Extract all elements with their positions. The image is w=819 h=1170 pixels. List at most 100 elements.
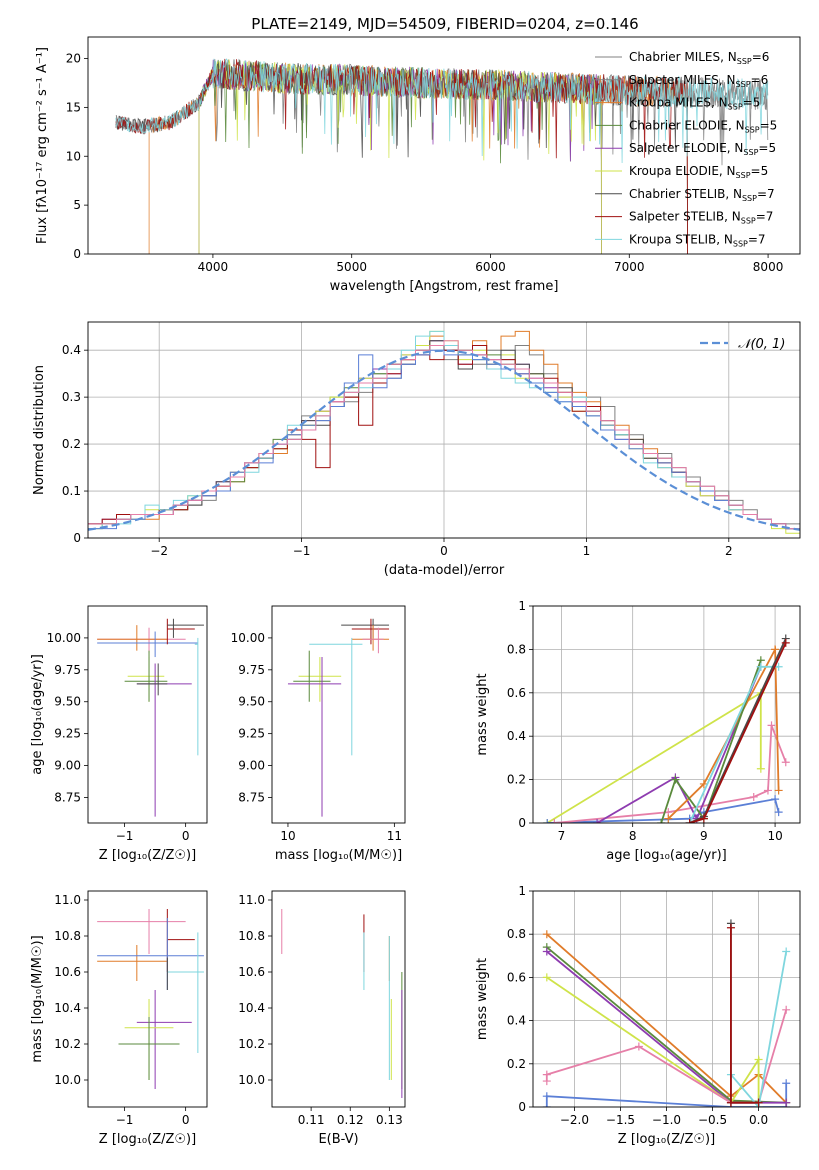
axes-frame xyxy=(271,890,406,1108)
x-tick-label: 11 xyxy=(387,829,402,843)
x-tick-label: 10 xyxy=(767,829,782,843)
x-axis-label: wavelength [Angstrom, rest frame] xyxy=(330,279,559,294)
axes-frame xyxy=(271,605,406,824)
gaussian-curve xyxy=(88,349,800,531)
x-tick-label: 9 xyxy=(700,829,708,843)
y-tick-label: 10.0 xyxy=(54,1073,81,1087)
x-tick-label: 7 xyxy=(558,829,566,843)
weight-line xyxy=(546,691,762,823)
weight-marker xyxy=(763,786,772,795)
y-tick-label: 10.6 xyxy=(54,965,81,979)
weight-marker xyxy=(543,819,552,823)
histogram-group xyxy=(88,330,800,538)
weight-marker xyxy=(726,1098,735,1107)
weight-marker xyxy=(771,645,780,654)
y-axis-label: mass weight xyxy=(475,958,490,1040)
weight-marker xyxy=(754,1055,763,1064)
y-axis-label: mass weight xyxy=(475,673,490,755)
x-axis-label: age [log₁₀(age/yr)] xyxy=(606,848,727,863)
weight-marker xyxy=(542,930,551,939)
x-axis-label: mass [log₁₀(M/M☉)] xyxy=(275,848,402,863)
weight-marker xyxy=(542,1092,551,1101)
y-tick-label: 9.50 xyxy=(238,695,265,709)
y-axis-label: mass [log₁₀(M/M☉)] xyxy=(30,935,45,1062)
x-tick-label: −1.0 xyxy=(652,1113,681,1127)
weight-marker xyxy=(749,792,758,801)
y-tick-label: 9.00 xyxy=(54,759,81,773)
legend-entry: Chabrier ELODIE, NSSP=5 xyxy=(629,118,777,134)
y-tick-label: 0.4 xyxy=(507,729,526,743)
x-tick-label: 0.12 xyxy=(337,1113,364,1127)
weight-line xyxy=(546,933,787,1104)
weight-line xyxy=(667,645,780,820)
x-tick-label: 6000 xyxy=(475,260,506,274)
x-axis-label: (data-model)/error xyxy=(384,563,505,578)
spectrum-series-line xyxy=(115,58,769,164)
weight-marker xyxy=(774,808,783,817)
y-tick-label: 10.8 xyxy=(238,929,265,943)
x-tick-label: 0 xyxy=(182,1113,190,1127)
x-tick-label: 0.13 xyxy=(376,1113,403,1127)
x-axis-label: Z [log₁₀(Z/Z☉)] xyxy=(99,1132,196,1147)
legend-entry: Kroupa STELIB, NSSP=7 xyxy=(629,232,766,248)
weight-marker xyxy=(774,662,783,671)
x-tick-label: 8000 xyxy=(753,260,784,274)
legend-entry: Chabrier STELIB, NSSP=7 xyxy=(629,187,775,203)
axes-frame xyxy=(87,890,208,1108)
y-tick-label: 11.0 xyxy=(54,893,81,907)
x-tick-label: 5000 xyxy=(336,260,367,274)
x-tick-label: 4000 xyxy=(198,260,229,274)
weight-marker xyxy=(782,1098,791,1107)
y-tick-label: 0.8 xyxy=(507,927,526,941)
residuals-panel: −2 −1 0 1 2 0 0.1 0.2 0.3 0.4 (data-model)/error No… xyxy=(32,321,801,578)
x-tick-label: 1 xyxy=(583,544,591,558)
y-tick-label: 10.4 xyxy=(238,1001,265,1015)
y-axis-label: Normed distribution xyxy=(32,365,47,495)
x-tick-label: −1 xyxy=(293,544,311,558)
y-tick-label: 0.4 xyxy=(507,1014,526,1028)
weight-line xyxy=(730,923,759,1104)
y-tick-label: 20 xyxy=(66,52,81,66)
weight-marker xyxy=(593,819,602,823)
y-tick-label: 0.8 xyxy=(507,642,526,656)
weight-marker xyxy=(782,1079,791,1088)
errorbar-group xyxy=(97,909,204,1089)
weight-line xyxy=(554,725,787,823)
y-tick-label: 9.00 xyxy=(238,759,265,773)
weight-lines xyxy=(543,634,790,823)
y-tick-label: 0.2 xyxy=(507,773,526,787)
weight-marker xyxy=(774,786,783,795)
y-tick-label: 0.6 xyxy=(507,686,526,700)
weight-marker xyxy=(726,923,735,932)
weight-marker xyxy=(634,1042,643,1051)
weight-marker xyxy=(685,819,694,823)
figure-title: PLATE=2149, MJD=54509, FIBERID=0204, z=0… xyxy=(251,15,638,33)
x-tick-label: 7000 xyxy=(614,260,645,274)
legend-entry: Kroupa ELODIE, NSSP=5 xyxy=(629,164,768,180)
weight-marker xyxy=(756,764,765,773)
legend-entry: Salpeter STELIB, NSSP=7 xyxy=(629,210,773,226)
weight-line xyxy=(660,659,762,823)
x-tick-label: 0.0 xyxy=(749,1113,768,1127)
y-tick-label: 10 xyxy=(66,149,81,163)
legend-entry: Salpeter ELODIE, NSSP=5 xyxy=(629,141,776,157)
x-tick-label: 0 xyxy=(440,544,448,558)
weight-line xyxy=(730,951,788,1107)
y-tick-label: 1 xyxy=(518,599,526,613)
weight-marker xyxy=(782,1005,791,1014)
y-tick-label: 0.3 xyxy=(62,390,81,404)
y-tick-label: 10.00 xyxy=(47,631,81,645)
weight-line xyxy=(546,976,760,1107)
y-tick-label: 8.75 xyxy=(54,790,81,804)
spectrum-series-line xyxy=(115,58,688,254)
y-tick-label: 9.75 xyxy=(238,663,265,677)
x-tick-label: 0.11 xyxy=(298,1113,325,1127)
age-vs-z-panel: −1 0 8.75 9.00 9.25 9.50 9.75 10.00 Z [log₁₀(Z/Z… xyxy=(30,605,208,863)
y-tick-label: 9.50 xyxy=(54,695,81,709)
x-tick-label: −1 xyxy=(116,829,134,843)
x-axis-label: Z [log₁₀(Z/Z☉)] xyxy=(99,848,196,863)
weight-marker xyxy=(542,947,551,956)
x-axis-label: E(B-V) xyxy=(318,1132,358,1147)
weight-line xyxy=(596,666,762,823)
